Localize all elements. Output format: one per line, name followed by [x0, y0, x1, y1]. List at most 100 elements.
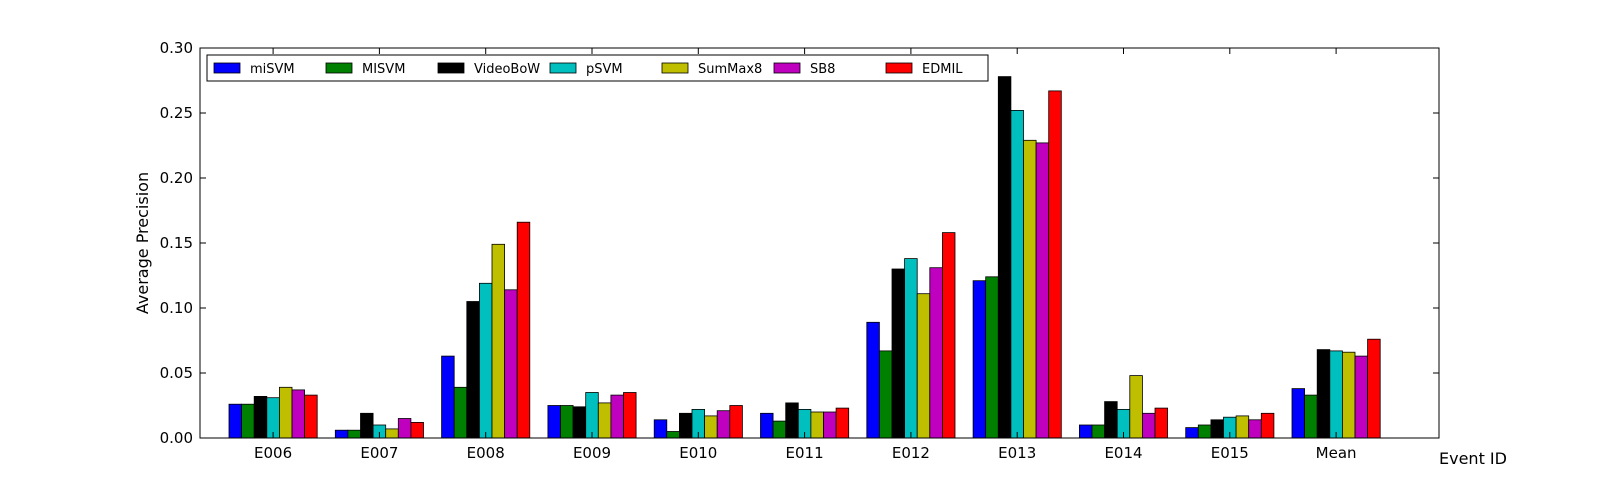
bar-summax8-e015 [1235, 415, 1250, 439]
bar-sb8-e006 [291, 389, 306, 439]
legend-swatch [213, 62, 241, 74]
bar-sb8-e011 [823, 411, 837, 439]
bar-edmil-e013 [1048, 90, 1062, 439]
bar-misvm-e008 [453, 386, 468, 439]
bar-misvm-e012 [879, 350, 893, 439]
bar-edmil-e006 [304, 394, 318, 439]
bar-summax8-e011 [810, 411, 824, 439]
bar-summax8-e014 [1129, 375, 1143, 439]
x-tick-label: E010 [679, 444, 717, 462]
legend-entry-label: MISVM [362, 62, 405, 77]
bar-edmil-e011 [835, 407, 850, 439]
bar-videobow-e015 [1210, 419, 1224, 439]
x-tick-label: E012 [892, 444, 930, 462]
bar-summax8-e013 [1023, 139, 1037, 439]
bar-sb8-e008 [504, 289, 518, 439]
x-tick-label: E014 [1104, 444, 1142, 462]
bar-psvm-e012 [904, 258, 918, 439]
plot-frame [199, 47, 1440, 439]
bar-psvm-e009 [585, 392, 599, 439]
bar-misvm-e007 [334, 429, 349, 439]
bar-videobow-e007 [360, 412, 374, 439]
bar-videobow-mean [1316, 349, 1331, 439]
bar-misvm-e007 [347, 429, 361, 439]
y-tick-label: 0.20 [160, 169, 193, 187]
bar-misvm-e013 [985, 276, 999, 439]
bar-misvm-e009 [547, 405, 561, 439]
legend-swatch [437, 62, 465, 74]
legend-entry-label: miSVM [250, 62, 295, 77]
bar-misvm-e009 [560, 405, 574, 439]
bar-edmil-e009 [623, 392, 637, 439]
bar-misvm-e015 [1197, 424, 1212, 439]
bar-edmil-e014 [1154, 407, 1169, 439]
bar-edmil-e007 [410, 421, 424, 439]
legend-entry-label: pSVM [586, 62, 623, 77]
x-axis: E006 E007 E008 E009 E010 E011 E012 E013 E014 E015… [254, 48, 1357, 462]
bar-videobow-e006 [253, 395, 268, 439]
legend-swatch [773, 62, 801, 74]
bar-summax8-e010 [704, 415, 718, 439]
bar-sb8-e007 [397, 418, 412, 439]
bar-videobow-e013 [997, 76, 1012, 439]
y-axis: 0.00 0.05 0.10 0.15 0.20 0.25 0.30 [160, 39, 1439, 447]
bar-misvm-e006 [228, 403, 243, 439]
bar-summax8-e009 [597, 402, 612, 439]
legend-swatch [885, 62, 913, 74]
legend-entry-label: SumMax8 [698, 62, 762, 77]
bar-misvm-e012 [866, 321, 880, 439]
legend-swatch [661, 62, 689, 74]
legend-entry-label: EDMIL [922, 62, 963, 77]
legend-entry-label: VideoBoW [474, 62, 540, 77]
y-tick-label: 0.25 [160, 104, 193, 122]
x-tick-label: E013 [998, 444, 1036, 462]
bar-summax8-e012 [916, 293, 931, 439]
x-tick-label: E008 [467, 444, 505, 462]
bar-videobow-e014 [1104, 401, 1118, 439]
bar-videobow-e012 [891, 268, 906, 439]
bar-misvm-e008 [441, 355, 455, 439]
bar-misvm-e015 [1185, 427, 1199, 439]
bar-sb8-e010 [716, 410, 731, 439]
bar-misvm-mean [1304, 394, 1318, 439]
bar-misvm-e014 [1079, 424, 1093, 439]
x-tick-label: E015 [1211, 444, 1249, 462]
bar-edmil-e010 [729, 405, 743, 439]
x-axis-label: Event ID [1439, 449, 1507, 468]
legend: miSVM MISVM VideoBoW pSVM SumMax8 SB8 EDMIL [206, 54, 989, 82]
bar-edmil-e012 [942, 232, 956, 439]
bar-summax8-e007 [385, 428, 399, 439]
bar-sb8-e014 [1142, 412, 1156, 439]
y-tick-label: 0.15 [160, 234, 193, 252]
bar-edmil-mean [1367, 338, 1381, 439]
bar-misvm-e010 [666, 431, 680, 439]
x-tick-label: Mean [1316, 444, 1357, 462]
y-axis-label: Average Precision [133, 172, 152, 314]
y-tick-label: 0.10 [160, 299, 193, 317]
y-tick-label: 0.00 [160, 429, 193, 447]
y-tick-label: 0.30 [160, 39, 193, 57]
x-tick-label: E009 [573, 444, 611, 462]
bar-misvm-e010 [653, 419, 668, 439]
bar-psvm-e013 [1010, 110, 1024, 439]
bar-sb8-mean [1354, 355, 1369, 439]
bar-edmil-e015 [1260, 412, 1275, 439]
bars-layer [228, 76, 1381, 439]
legend-entry-label: SB8 [810, 62, 835, 77]
bar-misvm-e011 [760, 412, 774, 439]
bar-sb8-e012 [929, 267, 943, 439]
bar-summax8-e006 [278, 386, 293, 439]
bar-misvm-e014 [1091, 424, 1106, 439]
bar-videobow-e009 [572, 406, 587, 439]
bar-videobow-e008 [466, 301, 480, 439]
bar-psvm-mean [1329, 350, 1343, 439]
bar-misvm-e013 [972, 280, 987, 439]
bar-summax8-e008 [491, 243, 506, 439]
bar-videobow-e010 [679, 412, 693, 439]
bar-videobow-e011 [785, 402, 799, 439]
legend-swatch [549, 62, 577, 74]
bar-edmil-e008 [516, 221, 531, 439]
bar-sb8-e015 [1248, 419, 1262, 439]
bar-sb8-e009 [610, 394, 624, 439]
bar-summax8-mean [1342, 351, 1356, 439]
